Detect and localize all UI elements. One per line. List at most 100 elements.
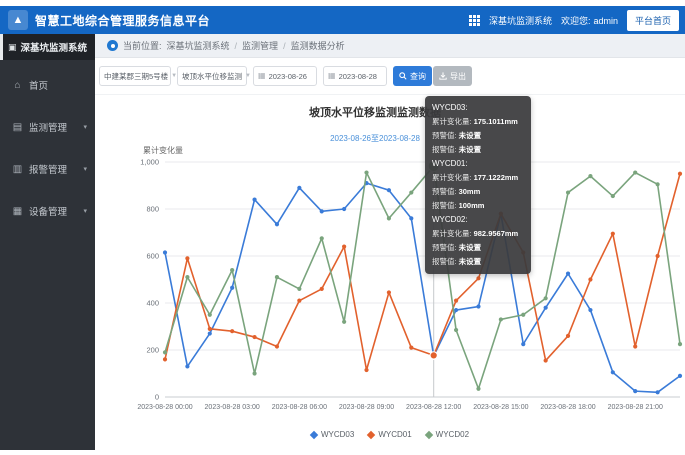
data-point[interactable] bbox=[185, 256, 190, 261]
data-point[interactable] bbox=[297, 185, 302, 190]
legend-item-wycd02[interactable]: WYCD02 bbox=[424, 430, 469, 439]
data-point[interactable] bbox=[342, 319, 347, 324]
tooltip-row-value: 30mm bbox=[458, 187, 481, 196]
data-point[interactable] bbox=[274, 275, 280, 280]
data-point[interactable] bbox=[297, 298, 302, 303]
data-point[interactable] bbox=[610, 231, 615, 236]
y-tick-label: 0 bbox=[155, 393, 159, 402]
data-point[interactable] bbox=[543, 305, 548, 310]
data-point[interactable] bbox=[274, 344, 280, 349]
legend-marker-icon bbox=[309, 430, 319, 439]
data-point[interactable] bbox=[633, 170, 638, 175]
platform-home-button[interactable]: 平台首页 bbox=[626, 9, 679, 31]
data-point[interactable] bbox=[521, 312, 526, 317]
data-point[interactable] bbox=[677, 342, 683, 347]
apps-grid-icon[interactable] bbox=[468, 14, 480, 26]
data-point[interactable] bbox=[409, 216, 414, 221]
data-point[interactable] bbox=[588, 174, 593, 179]
data-point[interactable] bbox=[319, 209, 324, 214]
data-point[interactable] bbox=[386, 188, 392, 193]
legend-item-wycd01[interactable]: WYCD01 bbox=[367, 430, 412, 439]
data-point[interactable] bbox=[476, 304, 481, 309]
data-point[interactable] bbox=[610, 193, 615, 199]
data-point[interactable] bbox=[319, 286, 324, 291]
data-point[interactable] bbox=[543, 358, 548, 363]
data-point[interactable] bbox=[230, 329, 235, 334]
data-point[interactable] bbox=[633, 344, 638, 349]
data-point[interactable] bbox=[207, 326, 212, 331]
x-tick-label: 2023-08-28 09:00 bbox=[339, 404, 394, 411]
project-select[interactable]: 中建某郡三期5号楼 ▼ bbox=[99, 66, 177, 86]
data-point[interactable] bbox=[588, 307, 593, 313]
monitor-point-select[interactable]: 坡顶水平位移监测 ▼ bbox=[177, 66, 251, 86]
data-point[interactable] bbox=[342, 244, 347, 249]
breadcrumb-item-system[interactable]: 深基坑监测系统 bbox=[166, 41, 230, 51]
data-point[interactable] bbox=[655, 253, 660, 259]
tooltip-series-name: WYCD02: bbox=[432, 215, 468, 224]
data-point[interactable] bbox=[274, 222, 280, 227]
data-point[interactable] bbox=[386, 216, 392, 221]
data-point[interactable] bbox=[476, 386, 481, 391]
data-point[interactable] bbox=[185, 364, 190, 369]
query-button[interactable]: 查询 bbox=[393, 66, 432, 86]
data-point[interactable] bbox=[207, 312, 212, 317]
sidebar-system-title[interactable]: ▣ 深基坑监测系统 bbox=[0, 34, 95, 60]
sidebar-item-alarm[interactable]: ▥ 报警管理 ▾ bbox=[0, 152, 95, 186]
data-point[interactable] bbox=[633, 389, 638, 394]
data-point[interactable] bbox=[297, 286, 302, 291]
data-point[interactable] bbox=[162, 250, 168, 255]
legend-item-wycd03[interactable]: WYCD03 bbox=[309, 430, 354, 439]
data-point[interactable] bbox=[677, 171, 683, 176]
data-point[interactable] bbox=[162, 350, 168, 355]
data-point[interactable] bbox=[409, 190, 414, 195]
data-point[interactable] bbox=[252, 197, 257, 202]
tooltip-row: 报警值: 100mm bbox=[432, 199, 524, 213]
tooltip-row: 预警值: 未设置 bbox=[432, 241, 524, 255]
start-date-input[interactable]: ▦ 2023-08-26 bbox=[253, 66, 317, 86]
chart-subtitle: 2023-08-26至2023-08-28 bbox=[330, 134, 420, 143]
monitor-icon: ▤ bbox=[12, 121, 23, 133]
data-point[interactable] bbox=[543, 296, 548, 301]
data-point[interactable] bbox=[162, 357, 168, 362]
current-system-label[interactable]: 深基坑监测系统 bbox=[488, 15, 552, 26]
monitor-point-select-value: 坡顶水平位移监测 bbox=[182, 71, 242, 81]
data-point[interactable] bbox=[409, 345, 414, 350]
hovered-data-point[interactable] bbox=[429, 351, 438, 360]
data-point[interactable] bbox=[319, 236, 324, 241]
data-point[interactable] bbox=[364, 367, 369, 373]
data-point[interactable] bbox=[655, 182, 660, 187]
data-point[interactable] bbox=[677, 373, 683, 378]
sidebar-item-home[interactable]: ⌂ 首页 bbox=[0, 68, 95, 102]
data-point[interactable] bbox=[252, 371, 257, 376]
data-point[interactable] bbox=[230, 268, 235, 273]
breadcrumb-item-monitoring[interactable]: 监测管理 bbox=[242, 41, 279, 51]
data-point[interactable] bbox=[453, 327, 459, 333]
data-point[interactable] bbox=[565, 271, 571, 276]
data-point[interactable] bbox=[342, 206, 347, 212]
data-point[interactable] bbox=[655, 390, 660, 395]
y-tick-label: 1,000 bbox=[140, 158, 159, 167]
end-date-input[interactable]: ▦ 2023-08-28 bbox=[323, 66, 387, 86]
sidebar-item-device[interactable]: ▦ 设备管理 ▾ bbox=[0, 194, 95, 228]
data-point[interactable] bbox=[610, 370, 615, 375]
data-point[interactable] bbox=[565, 190, 571, 195]
breadcrumb-item-analysis[interactable]: 监测数据分析 bbox=[290, 41, 345, 51]
legend-marker-icon bbox=[367, 430, 376, 439]
data-point[interactable] bbox=[565, 333, 571, 338]
data-point[interactable] bbox=[498, 317, 503, 322]
data-point[interactable] bbox=[230, 285, 235, 290]
series-line-wycd02 bbox=[164, 165, 681, 390]
data-point[interactable] bbox=[386, 290, 392, 295]
data-point[interactable] bbox=[207, 331, 212, 336]
data-point[interactable] bbox=[521, 342, 526, 347]
export-button[interactable]: 导出 bbox=[433, 66, 472, 86]
data-point[interactable] bbox=[364, 170, 369, 175]
location-pin-icon bbox=[107, 40, 118, 51]
data-point[interactable] bbox=[453, 307, 459, 313]
data-point[interactable] bbox=[252, 334, 257, 340]
data-point[interactable] bbox=[476, 276, 481, 281]
data-point[interactable] bbox=[588, 277, 593, 282]
data-point[interactable] bbox=[185, 275, 190, 280]
sidebar-item-monitoring[interactable]: ▤ 监测管理 ▾ bbox=[0, 110, 95, 144]
data-point[interactable] bbox=[453, 298, 459, 303]
